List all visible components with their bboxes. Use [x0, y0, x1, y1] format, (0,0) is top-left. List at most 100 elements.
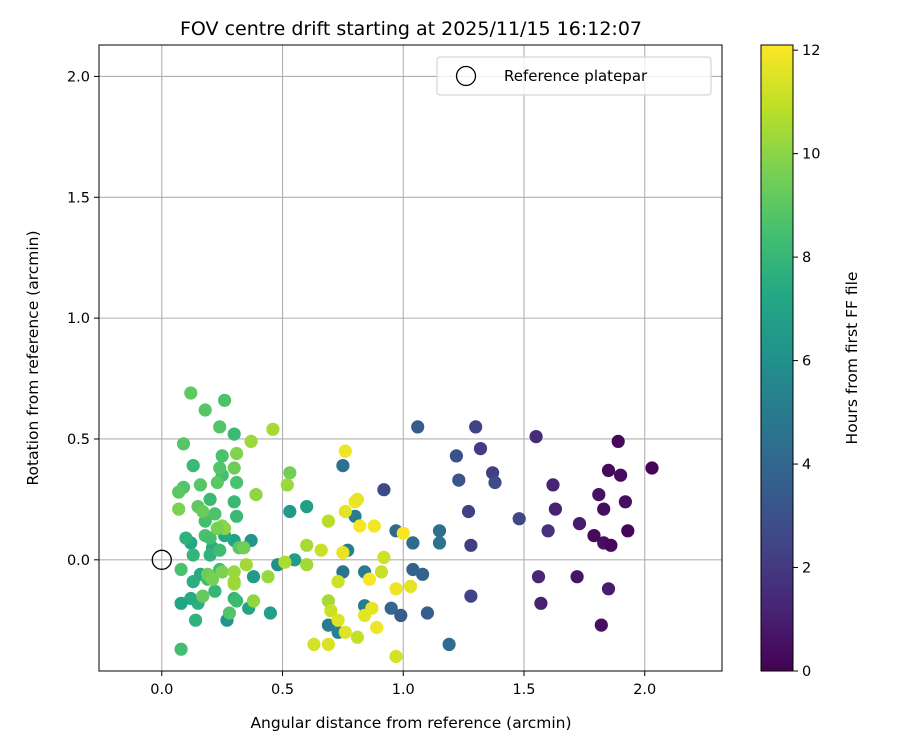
scatter-point: [321, 637, 335, 652]
scatter-point: [244, 434, 258, 448]
scatter-point: [218, 393, 232, 407]
scatter-point: [594, 618, 608, 632]
scatter-point: [263, 606, 277, 620]
legend-label: Reference platepar: [504, 67, 648, 85]
scatter-point: [237, 541, 251, 555]
scatter-point: [203, 531, 217, 545]
scatter-point: [321, 514, 335, 528]
scatter-point: [230, 446, 244, 461]
plot-frame: [98, 44, 723, 672]
scatter-point: [249, 488, 263, 502]
scatter-point: [570, 570, 584, 584]
scatter-point: [336, 459, 350, 473]
scatter-point: [601, 582, 616, 596]
scatter-point: [374, 565, 389, 579]
scatter-point: [350, 630, 364, 644]
scatter-point: [213, 461, 227, 475]
scatter-point: [529, 430, 543, 444]
scatter-point: [464, 589, 478, 603]
scatter-point: [203, 492, 217, 506]
scatter-point: [411, 420, 425, 434]
scatter-point: [394, 608, 408, 623]
scatter-point: [261, 570, 275, 584]
y-tick-label: 1.0: [67, 311, 90, 327]
scatter-point: [227, 461, 241, 475]
scatter-point: [215, 565, 229, 579]
scatter-point: [541, 524, 555, 538]
scatter-point: [614, 468, 628, 482]
x-tick-label: 1.0: [392, 682, 415, 698]
scatter-point: [546, 478, 560, 492]
scatter-point: [324, 604, 338, 618]
scatter-point: [432, 524, 447, 538]
colorbar-tick-label: 6: [802, 354, 811, 370]
scatter-point: [189, 613, 203, 627]
scatter-point: [611, 434, 625, 448]
scatter-point: [488, 475, 502, 490]
scatter-point: [174, 562, 188, 577]
scatter-point: [230, 475, 244, 490]
scatter-point: [278, 555, 292, 569]
scatter-point: [222, 606, 236, 620]
reference-platepar-marker: [151, 549, 172, 570]
scatter-point: [210, 521, 224, 536]
scatter-point: [587, 529, 601, 543]
scatter-point: [230, 509, 244, 523]
y-tick-label: 2.0: [67, 69, 90, 85]
y-axis-ticks: 0.0 0.5 1.0 1.5 2.0: [67, 69, 99, 569]
scatter-point: [213, 420, 227, 434]
scatter-point: [331, 575, 345, 589]
scatter-point: [314, 543, 328, 557]
x-axis-ticks: 0.0 0.5 1.0 1.5 2.0: [150, 671, 656, 698]
x-tick-label: 1.5: [512, 682, 535, 698]
scatter-point: [300, 500, 314, 514]
colorbar-ticks: 0 2 4 6 8 10 12: [793, 43, 820, 680]
data-points: [172, 386, 659, 664]
scatter-point: [213, 543, 227, 557]
scatter-point: [449, 449, 463, 463]
colorbar-tick-label: 12: [802, 43, 820, 59]
x-axis-label: Angular distance from reference (arcmin): [250, 714, 571, 732]
scatter-point: [300, 538, 314, 552]
scatter-point: [196, 589, 210, 603]
scatter-point: [186, 575, 200, 589]
scatter-point: [645, 461, 659, 475]
scatter-point: [362, 572, 376, 586]
y-tick-label: 0.0: [67, 553, 90, 569]
scatter-point: [331, 613, 345, 627]
scatter-point: [239, 558, 253, 572]
scatter-point: [172, 502, 186, 516]
scatter-point: [230, 594, 244, 608]
scatter-point: [601, 463, 616, 477]
scatter-point: [193, 478, 207, 492]
scatter-point: [534, 596, 548, 610]
chart-title: FOV centre drift starting at 2025/11/15 …: [180, 18, 642, 40]
scatter-point: [432, 536, 447, 550]
scatter-point: [512, 512, 526, 526]
scatter-point: [307, 637, 321, 652]
scatter-point: [208, 584, 222, 598]
scatter-point: [179, 531, 193, 545]
scatter-point: [531, 570, 546, 584]
scatter-point: [227, 427, 241, 441]
x-tick-label: 0.0: [150, 682, 173, 698]
scatter-point: [350, 492, 364, 506]
scatter-point: [548, 502, 563, 516]
legend: Reference platepar: [436, 56, 712, 96]
scatter-point: [604, 538, 618, 552]
scatter-point: [370, 620, 384, 635]
scatter-point: [464, 538, 478, 552]
colorbar-tick-label: 10: [802, 147, 820, 163]
legend-box: [436, 56, 712, 96]
scatter-point: [246, 594, 261, 608]
scatter-point: [420, 606, 434, 620]
scatter-point: [403, 579, 418, 594]
legend-marker-icon: [455, 65, 477, 87]
scatter-point: [406, 536, 420, 550]
y-tick-label: 1.5: [67, 190, 90, 206]
scatter-point: [389, 649, 403, 664]
scatter-point: [196, 504, 210, 519]
colorbar-label: Hours from first FF file: [843, 272, 861, 445]
scatter-point: [336, 546, 350, 560]
scatter-point: [174, 642, 188, 656]
